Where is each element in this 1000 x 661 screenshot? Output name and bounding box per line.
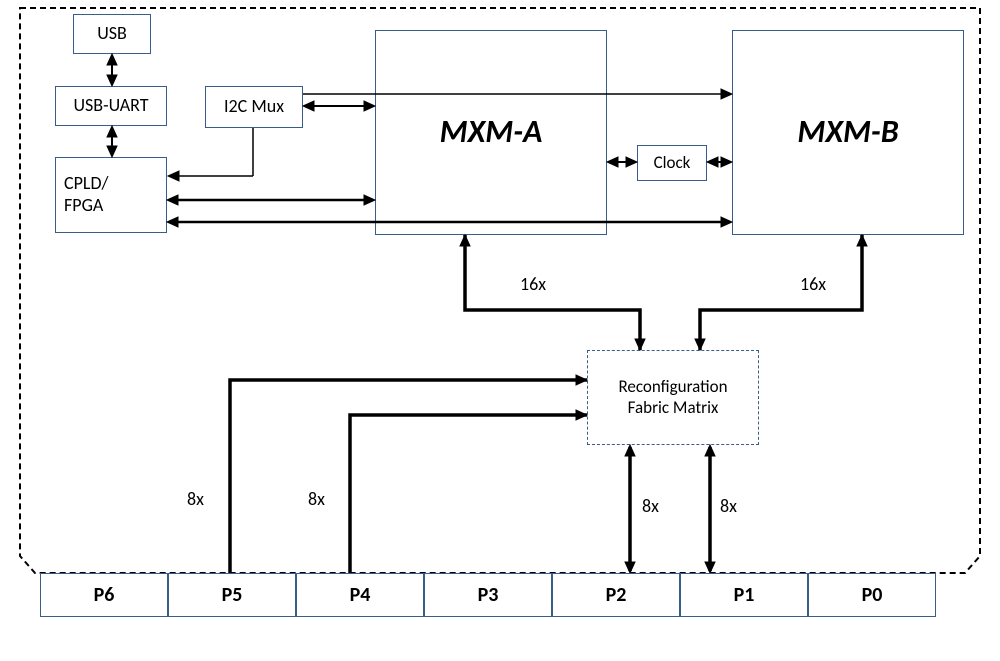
node-mxm-a-label: MXM-A — [440, 113, 543, 151]
slot-p2: P2 — [552, 573, 680, 617]
slot-p4: P4 — [296, 573, 424, 617]
node-i2c-mux: I2C Mux — [205, 86, 303, 128]
edge-label: 8x — [720, 495, 737, 517]
edge-label: 16x — [800, 273, 826, 295]
edge-label: 8x — [308, 488, 325, 510]
edge-label: 8x — [187, 488, 204, 510]
node-cpld-fpga-label: CPLD/ FPGA — [64, 173, 109, 216]
node-mxm-a: MXM-A — [375, 30, 607, 235]
slot-p0: P0 — [808, 573, 936, 617]
node-reconfig-fabric-matrix: Reconfiguration Fabric Matrix — [587, 350, 759, 445]
node-usb-uart: USB-UART — [55, 86, 167, 126]
slot-p5: P5 — [168, 573, 296, 617]
diagram-canvas: USB USB-UART I2C Mux CPLD/ FPGA MXM-A MX… — [0, 0, 1000, 661]
node-mxm-b: MXM-B — [732, 30, 964, 235]
node-usb: USB — [73, 14, 151, 54]
node-clock-label: Clock — [654, 153, 691, 173]
node-clock: Clock — [637, 145, 707, 181]
edge-label: 16x — [520, 273, 546, 295]
node-usb-label: USB — [97, 23, 127, 45]
node-rfm-label: Reconfiguration Fabric Matrix — [618, 377, 727, 418]
node-i2c-mux-label: I2C Mux — [224, 96, 284, 118]
node-cpld-fpga: CPLD/ FPGA — [55, 157, 167, 233]
node-usb-uart-label: USB-UART — [73, 95, 148, 117]
slot-p1: P1 — [680, 573, 808, 617]
edge-label: 8x — [642, 495, 659, 517]
slot-p6: P6 — [40, 573, 168, 617]
node-mxm-b-label: MXM-B — [797, 113, 898, 151]
slot-p3: P3 — [424, 573, 552, 617]
